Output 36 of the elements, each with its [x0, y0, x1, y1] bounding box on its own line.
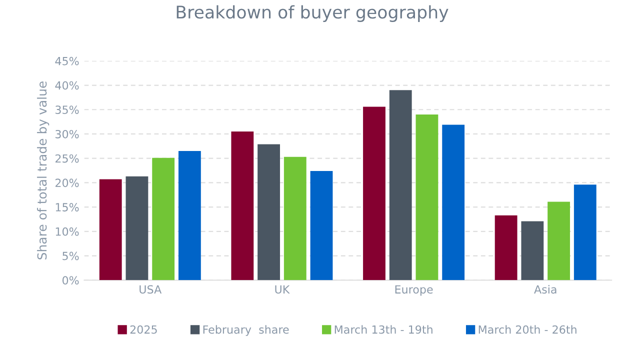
- y-tick-label: 5%: [62, 252, 79, 260]
- bar: [389, 90, 412, 280]
- bar: [363, 106, 386, 280]
- x-tick-label: USA: [140, 285, 162, 294]
- bar: [310, 171, 333, 280]
- bar: [231, 132, 254, 280]
- y-tick-label: 40%: [55, 81, 79, 90]
- y-axis-title: Share of total trade by value: [37, 82, 50, 260]
- x-tick-label: Asia: [534, 285, 556, 294]
- bar: [442, 124, 465, 280]
- legend-label: February share: [203, 325, 289, 336]
- legend-label: 2025: [130, 325, 157, 334]
- y-tick-label: 30%: [56, 130, 79, 138]
- bar: [416, 114, 438, 280]
- bar: [574, 184, 596, 280]
- y-tick-label: 25%: [55, 154, 79, 163]
- bar: [178, 151, 201, 280]
- y-tick-label: 35%: [56, 106, 79, 114]
- y-tick-label: 15%: [56, 203, 79, 212]
- bar: [521, 221, 544, 280]
- x-tick-label: Europe: [395, 285, 433, 296]
- y-tick-label: 20%: [55, 178, 79, 188]
- legend-label: March 13th - 19th: [334, 325, 432, 334]
- y-tick-label: 0%: [62, 276, 79, 285]
- bar: [284, 156, 306, 280]
- bar: [99, 179, 122, 280]
- y-tick-label: 45%: [55, 56, 79, 66]
- x-tick-label: UK: [275, 285, 290, 294]
- bar: [548, 202, 570, 280]
- bar: [258, 144, 280, 280]
- bar: [152, 158, 175, 280]
- bar: [494, 215, 518, 280]
- legend-label: March 20th - 26th: [478, 325, 576, 334]
- chart-title: Breakdown of buyer geography: [176, 5, 448, 22]
- y-tick-label: 10%: [56, 227, 79, 236]
- bar: [126, 176, 148, 280]
